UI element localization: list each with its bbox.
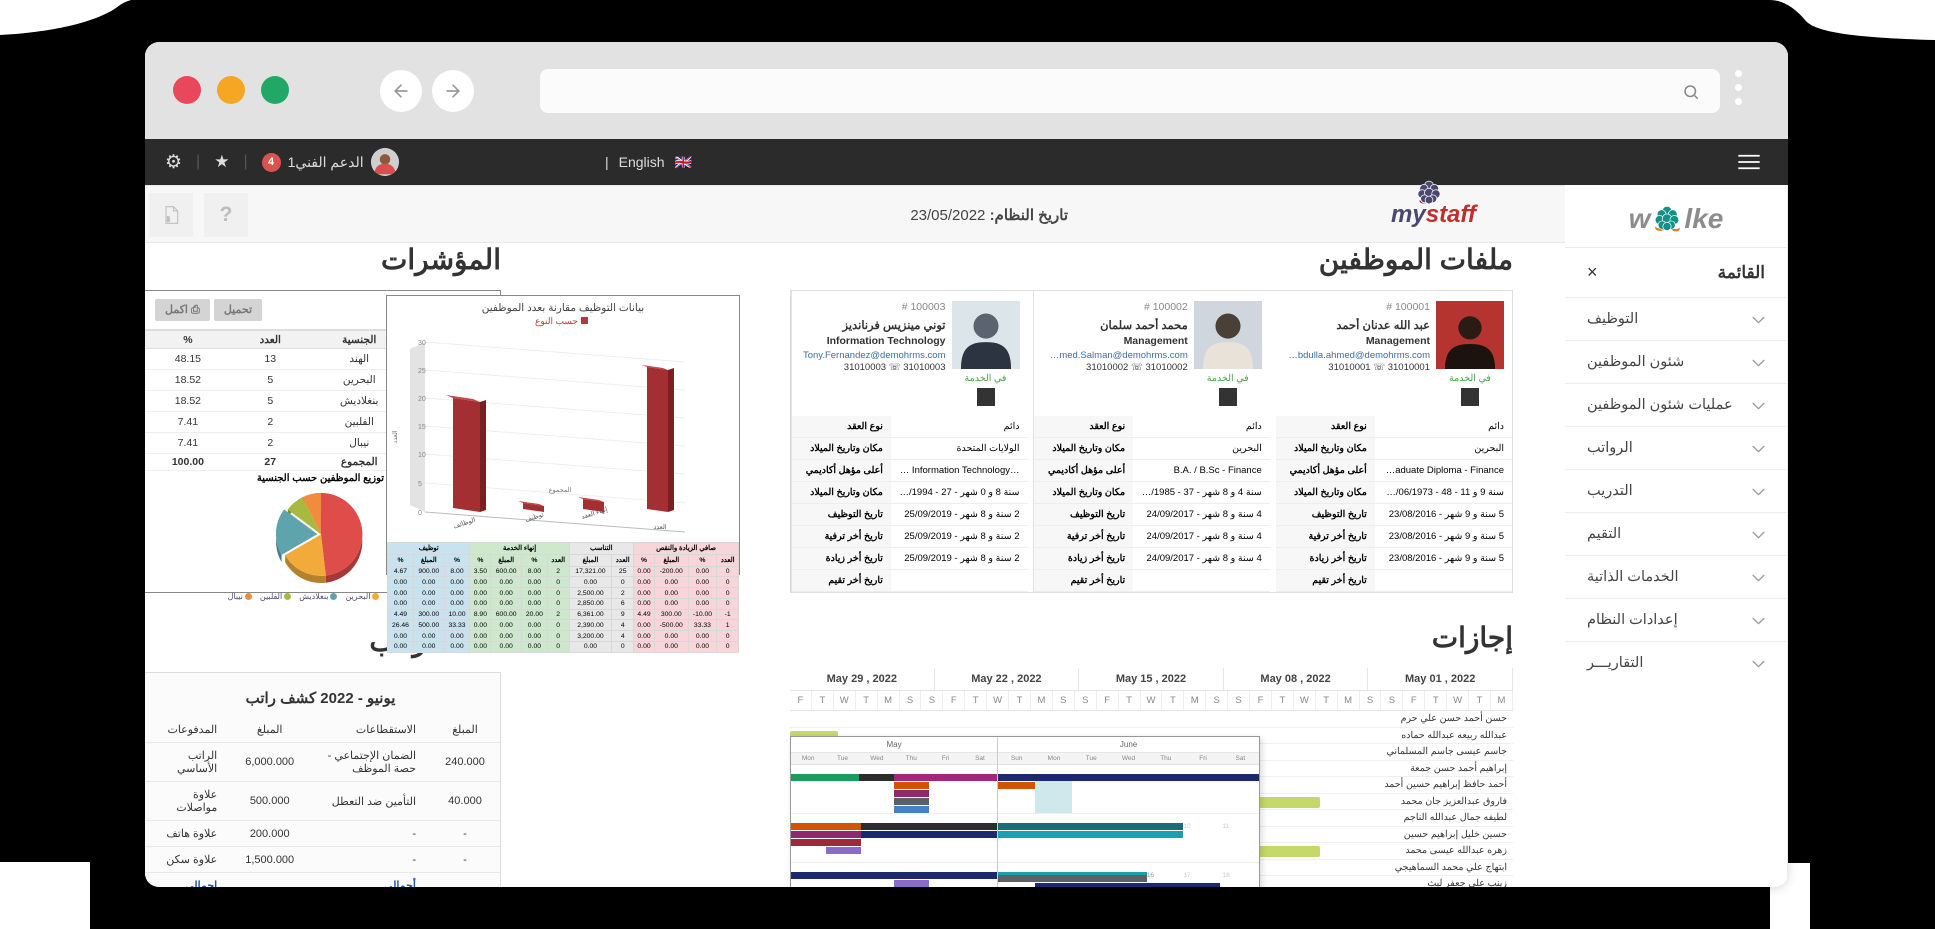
svg-text:المجموع: المجموع (549, 486, 572, 494)
svg-text:العدد: العدد (391, 430, 399, 443)
svg-text:25: 25 (418, 368, 426, 375)
svg-text:0: 0 (418, 510, 422, 517)
svg-text:20: 20 (418, 396, 426, 403)
svg-text:30: 30 (418, 340, 426, 347)
svg-text:15: 15 (418, 424, 426, 431)
svg-text:10: 10 (418, 452, 426, 459)
svg-text:توظيف: توظيف (524, 510, 545, 524)
svg-text:العدد: العدد (653, 523, 666, 531)
svg-text:5: 5 (418, 481, 422, 488)
svg-text:الوظائف: الوظائف (452, 516, 476, 531)
